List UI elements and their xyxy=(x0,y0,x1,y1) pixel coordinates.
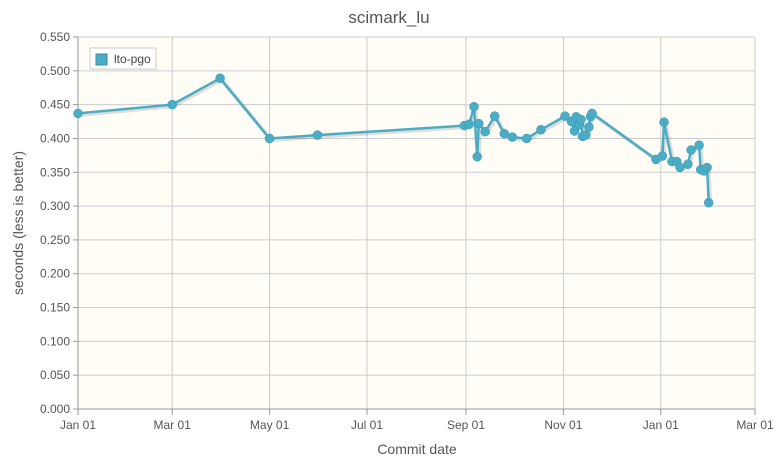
y-tick-label: 0.500 xyxy=(40,64,70,78)
y-tick-label: 0.350 xyxy=(40,165,70,179)
x-axis-title: Commit date xyxy=(377,441,457,457)
data-point[interactable] xyxy=(499,128,510,139)
x-tick-label: Jan 01 xyxy=(60,418,96,432)
data-point[interactable] xyxy=(702,162,712,173)
data-point[interactable] xyxy=(683,159,693,169)
data-point[interactable] xyxy=(675,162,685,173)
data-point[interactable] xyxy=(686,145,696,155)
x-tick-label: Mar 01 xyxy=(736,418,774,432)
data-point[interactable] xyxy=(507,132,518,142)
x-tick-label: May 01 xyxy=(250,418,290,432)
series-layer xyxy=(73,73,714,208)
y-tick-label: 0.000 xyxy=(40,402,70,416)
data-point[interactable] xyxy=(657,151,668,161)
data-point[interactable] xyxy=(469,101,479,112)
data-point[interactable] xyxy=(312,130,323,140)
y-axis-ticks: 0.000 0.050 0.100 0.150 0.200 0.250 0.300 0.350… xyxy=(40,30,78,416)
data-point[interactable] xyxy=(587,108,597,119)
data-point[interactable] xyxy=(167,99,177,110)
data-point[interactable] xyxy=(703,197,714,208)
data-point[interactable] xyxy=(73,108,83,119)
chart-title: scimark_lu xyxy=(348,8,429,27)
x-axis-ticks: Jan 01 Mar 01 May 01 Jul 01 Sep 01 Nov 01 Jan … xyxy=(60,409,774,432)
data-point[interactable] xyxy=(474,118,484,129)
data-point[interactable] xyxy=(560,111,570,121)
data-point[interactable] xyxy=(472,151,482,162)
data-point[interactable] xyxy=(581,130,591,140)
data-point[interactable] xyxy=(264,133,275,144)
y-tick-label: 0.300 xyxy=(40,199,70,213)
legend[interactable]: lto-pgo xyxy=(89,47,157,70)
y-axis-title: seconds (less is better) xyxy=(10,151,26,295)
y-tick-label: 0.150 xyxy=(40,301,70,315)
legend-label: lto-pgo xyxy=(114,52,151,66)
y-tick-label: 0.400 xyxy=(40,131,70,145)
y-tick-label: 0.450 xyxy=(40,98,70,112)
y-tick-label: 0.550 xyxy=(40,30,70,44)
x-tick-label: Jan 01 xyxy=(643,418,679,432)
y-tick-label: 0.100 xyxy=(40,334,70,348)
data-point[interactable] xyxy=(521,133,532,144)
data-point[interactable] xyxy=(480,126,490,137)
axes xyxy=(77,37,755,410)
data-point[interactable] xyxy=(659,117,669,127)
x-tick-label: Nov 01 xyxy=(544,418,582,432)
data-point[interactable] xyxy=(694,140,704,150)
data-point[interactable] xyxy=(576,114,586,125)
data-point[interactable] xyxy=(489,111,500,121)
data-point[interactable] xyxy=(464,119,474,130)
plot-background xyxy=(78,37,755,409)
x-tick-label: Jul 01 xyxy=(351,418,383,432)
data-point[interactable] xyxy=(536,124,546,135)
data-point[interactable] xyxy=(584,122,594,132)
y-tick-label: 0.050 xyxy=(40,368,70,382)
y-tick-label: 0.250 xyxy=(40,233,70,247)
data-point[interactable] xyxy=(215,73,225,84)
y-tick-label: 0.200 xyxy=(40,267,70,281)
x-tick-label: Mar 01 xyxy=(154,418,192,432)
x-tick-label: Sep 01 xyxy=(447,418,485,432)
legend-swatch xyxy=(95,53,108,66)
